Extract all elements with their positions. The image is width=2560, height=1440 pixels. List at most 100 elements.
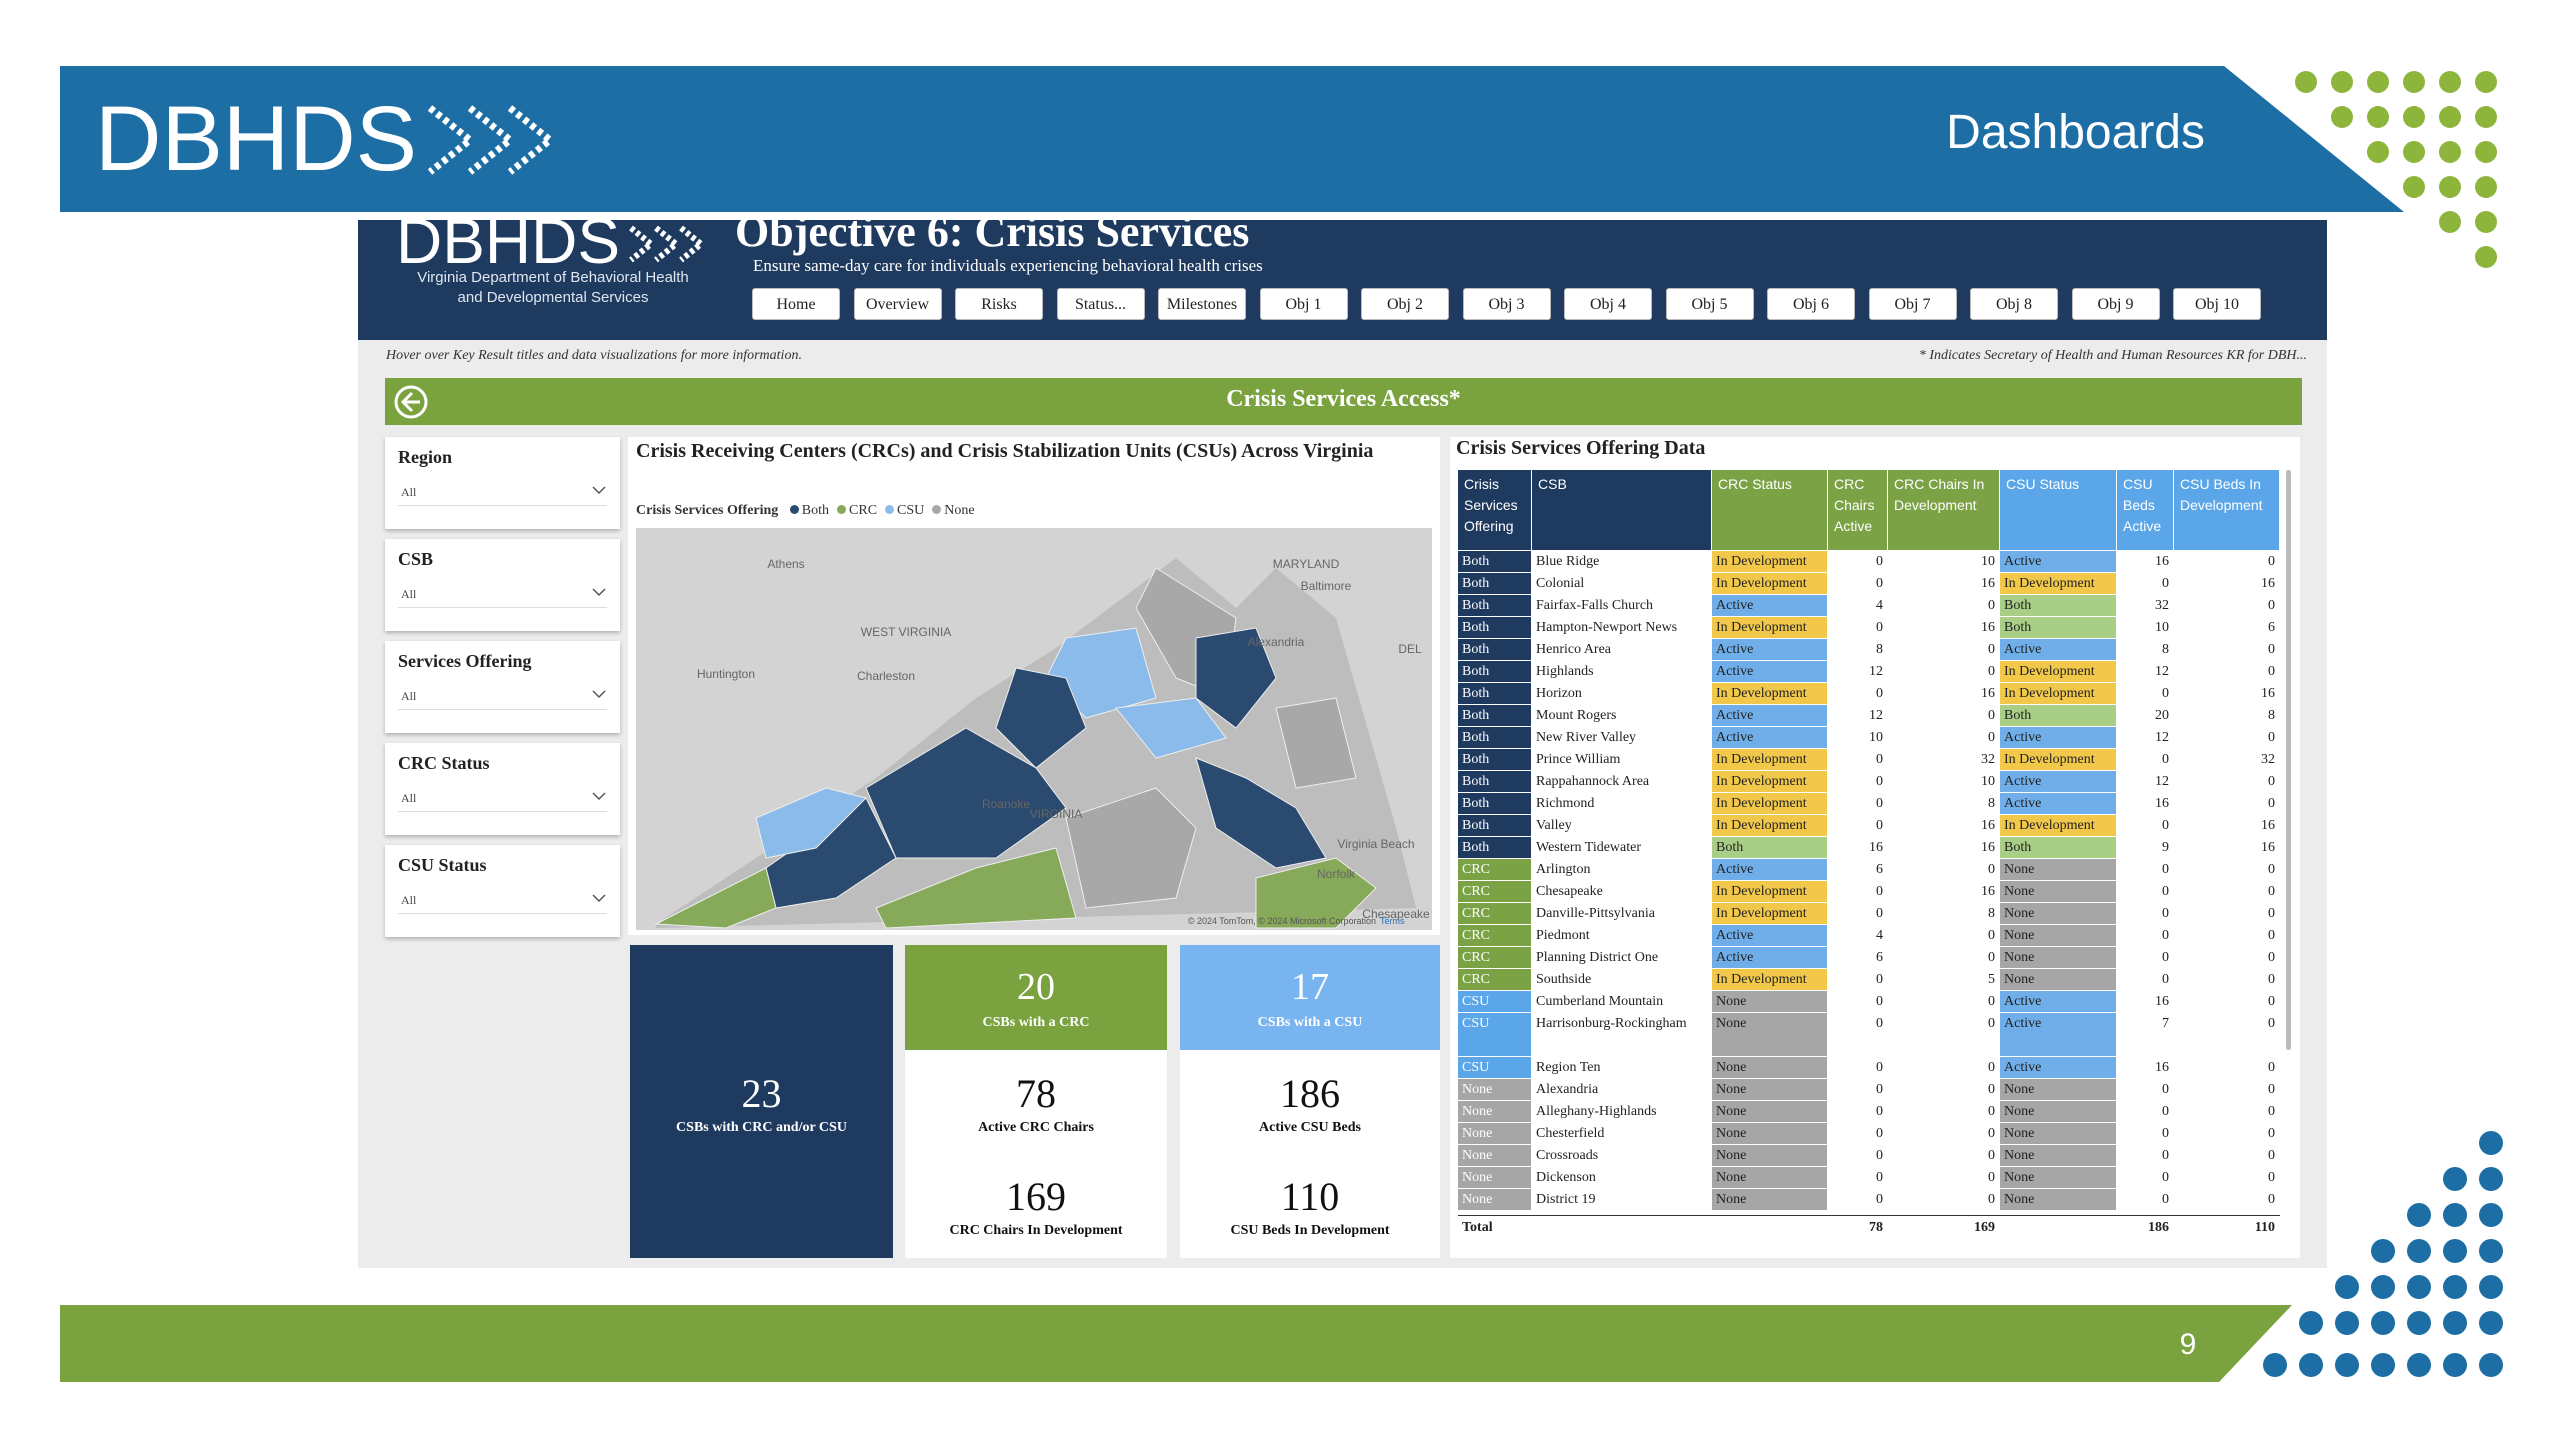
map-region[interactable] — [1255, 857, 1377, 929]
decor-dot — [2479, 1275, 2503, 1299]
nav-button[interactable]: Obj 4 — [1564, 288, 1652, 320]
status-cell: Both — [2000, 595, 2116, 617]
back-button[interactable] — [393, 384, 429, 420]
nav-button[interactable]: Obj 2 — [1361, 288, 1449, 320]
kpi-value: 78 — [1016, 1071, 1056, 1116]
logo-subtitle: Virginia Department of Behavioral Health… — [398, 268, 708, 308]
map-region[interactable] — [995, 667, 1087, 769]
nav-button[interactable]: Obj 6 — [1767, 288, 1855, 320]
nav-button[interactable]: Obj 1 — [1259, 288, 1348, 320]
map-label: Virginia Beach — [1337, 837, 1414, 851]
csb-cell: Danville-Pittsylvania — [1532, 903, 1711, 925]
offering-cell: CRC — [1458, 859, 1531, 881]
number-cell: 0 — [2117, 1123, 2173, 1145]
offering-cell: Both — [1458, 705, 1531, 727]
number-cell: 0 — [1828, 551, 1887, 573]
filter-card[interactable]: CSU Status All — [385, 845, 620, 937]
status-cell: None — [2000, 1123, 2116, 1145]
offering-cell: CRC — [1458, 969, 1531, 991]
status-cell: In Development — [2000, 683, 2116, 705]
nav-button[interactable]: Obj 3 — [1462, 288, 1551, 320]
number-cell: 0 — [2174, 1101, 2279, 1123]
nav-button[interactable]: Obj 5 — [1665, 288, 1754, 320]
number-cell: 0 — [1828, 1145, 1887, 1167]
nav-button[interactable]: Risks — [955, 288, 1043, 320]
map-label: Baltimore — [1301, 579, 1352, 593]
status-cell: None — [1712, 1101, 1827, 1123]
decor-dot — [2479, 1311, 2503, 1335]
offering-cell: CRC — [1458, 925, 1531, 947]
column-header: CRC Status — [1712, 470, 1827, 550]
map-region[interactable] — [654, 867, 777, 929]
status-cell: Active — [2000, 639, 2116, 661]
map-region[interactable] — [875, 847, 1077, 929]
decor-dot — [2407, 1239, 2431, 1263]
nav-button[interactable]: Overview — [853, 288, 942, 320]
nav-button[interactable]: Obj 9 — [2071, 288, 2160, 320]
status-cell: In Development — [1712, 969, 1827, 991]
nav-button[interactable]: Obj 8 — [1970, 288, 2058, 320]
status-cell: In Development — [2000, 661, 2116, 683]
nav-button[interactable]: Obj 10 — [2173, 288, 2261, 320]
logo-subtitle-line: Virginia Department of Behavioral Health — [417, 269, 689, 286]
map-region[interactable] — [1065, 787, 1197, 909]
kpi-label: Active CSU Beds — [1259, 1120, 1361, 1135]
status-cell: In Development — [1712, 771, 1827, 793]
csb-cell: New River Valley — [1532, 727, 1711, 749]
filter-card[interactable]: CRC Status All — [385, 743, 620, 835]
number-cell: 6 — [1828, 947, 1887, 969]
map-region[interactable] — [1115, 697, 1227, 759]
legend-label: Both — [801, 503, 830, 518]
status-cell: In Development — [2000, 573, 2116, 595]
decor-dot — [2439, 71, 2461, 93]
filter-card[interactable]: Region All — [385, 437, 620, 529]
number-cell: 0 — [1888, 1123, 1999, 1145]
csb-cell: Planning District One — [1532, 947, 1711, 969]
number-cell: 7 — [2117, 1013, 2173, 1057]
nav-button[interactable]: Obj 7 — [1868, 288, 1957, 320]
legend-item: CSU — [885, 503, 924, 518]
page-number: 9 — [2180, 1328, 2197, 1361]
status-cell: In Development — [1712, 903, 1827, 925]
status-cell: None — [1712, 1189, 1827, 1211]
column-header: Crisis Services Offering — [1458, 470, 1531, 550]
decor-dot — [2331, 71, 2353, 93]
filter-label: Region — [398, 447, 452, 467]
number-cell: 0 — [1828, 1013, 1887, 1057]
kpi-label: CSBs with CRC and/or CSU — [676, 1120, 847, 1135]
status-cell: None — [1712, 1079, 1827, 1101]
dashboard-logo: DBHDS — [396, 220, 621, 277]
decor-dot — [2475, 211, 2497, 233]
nav-button[interactable]: Status... — [1056, 288, 1145, 320]
number-cell: 0 — [1888, 1013, 1999, 1057]
number-cell: 0 — [2174, 881, 2279, 903]
status-cell: Active — [1712, 947, 1827, 969]
number-cell: 0 — [1828, 573, 1887, 595]
map-region[interactable] — [755, 787, 867, 859]
map-region[interactable] — [1195, 627, 1277, 729]
map-terms[interactable]: Terms — [1380, 916, 1405, 926]
kpi-label: Active CRC Chairs — [978, 1120, 1094, 1135]
nav-button[interactable]: Milestones — [1158, 288, 1246, 320]
map[interactable]: Athens MARYLAND Baltimore WEST VIRGINIA Hunt… — [636, 528, 1432, 930]
dashboard-subtitle: Ensure same-day care for individuals exp… — [753, 256, 1263, 275]
nav-button[interactable]: Home — [752, 288, 840, 320]
filter-card[interactable]: Services Offering All — [385, 641, 620, 733]
decor-dot — [2335, 1353, 2359, 1377]
map-region[interactable] — [1195, 757, 1327, 869]
map-label: Roanoke — [982, 797, 1030, 811]
map-region[interactable] — [1275, 697, 1357, 789]
csb-cell: Horizon — [1532, 683, 1711, 705]
filter-card[interactable]: CSB All — [385, 539, 620, 631]
scrollbar[interactable] — [2286, 470, 2291, 1050]
status-cell: In Development — [1712, 815, 1827, 837]
filter-label: Services Offering — [398, 651, 532, 671]
csb-cell: Region Ten — [1532, 1057, 1711, 1079]
number-cell: 16 — [1828, 837, 1887, 859]
decor-dot — [2331, 106, 2353, 128]
number-cell: 32 — [1888, 749, 1999, 771]
number-cell: 0 — [1828, 793, 1887, 815]
decor-dot — [2439, 176, 2461, 198]
filter-underline — [398, 607, 607, 608]
chevron — [592, 690, 606, 699]
